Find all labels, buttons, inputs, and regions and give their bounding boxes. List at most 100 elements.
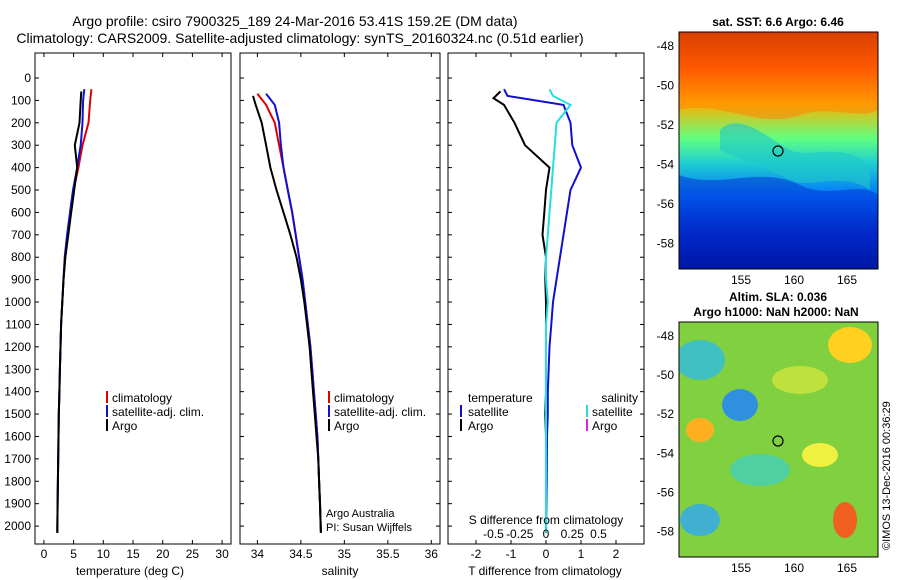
x-tick-label: -2	[471, 547, 482, 561]
series-line	[252, 95, 322, 533]
map-y-tick-label: -48	[657, 329, 675, 343]
annotation-pi: PI: Susan Wijffels	[326, 522, 412, 534]
sst-map-ticks: -48 -50 -52 -54 -56 -58 155 160 165	[657, 39, 858, 287]
y-tick-label: 1500	[4, 407, 31, 421]
sla-map-title2: Argo h1000: NaN h2000: NaN	[693, 305, 858, 319]
x-tick-label: 0	[543, 547, 550, 561]
series-line	[545, 88, 573, 533]
y-tick-label: 1300	[4, 362, 31, 376]
map-y-tick-label: -50	[657, 78, 675, 92]
y-tick-label: 1100	[5, 317, 31, 331]
y-tick-label: 700	[11, 228, 31, 242]
x-tick-label: 2	[613, 547, 620, 561]
sla-argo-location-marker	[772, 435, 784, 447]
y-tick-label: 600	[11, 205, 31, 219]
map-y-tick-label: -50	[657, 368, 675, 382]
sla-map-title: Altim. SLA: 0.036	[729, 290, 827, 304]
legend-mark-argo	[328, 419, 330, 431]
series-line	[503, 88, 583, 533]
map-y-tick-label: -56	[657, 485, 675, 499]
legend-mark-satellite	[106, 405, 108, 417]
x-tick-label-salinity: 0.5	[590, 527, 607, 541]
annotation-argo-australia: Argo Australia	[326, 508, 395, 520]
sla-blob	[679, 340, 725, 380]
map-y-tick-label: -58	[657, 524, 675, 538]
x-tick-label: 34	[251, 547, 265, 561]
salinity-series	[252, 93, 322, 533]
x-tick-label: 35.5	[376, 547, 400, 561]
credit-text: ©IMOS 13-Dec-2016 00:36:29	[881, 401, 893, 550]
map-x-tick-label: 160	[784, 561, 804, 575]
sst-map-cool-patch	[679, 175, 878, 269]
y-tick-label: 200	[11, 116, 31, 130]
sla-blob	[730, 454, 790, 486]
y-tick-label: 1800	[4, 474, 31, 488]
map-y-tick-label: -52	[657, 407, 675, 421]
y-tick-label: 800	[11, 250, 31, 264]
legend-label-satellite: satellite-adj. clim.	[112, 405, 204, 419]
legend-mark-climatology	[106, 391, 108, 403]
x-tick-label: 0	[41, 547, 48, 561]
difference-xlabel: T difference from climatology	[468, 564, 622, 578]
sla-blob	[772, 366, 828, 394]
map-y-tick-label: -58	[657, 236, 675, 250]
x-tick-label-salinity: -0.25	[506, 527, 534, 541]
y-tick-label: 300	[11, 138, 31, 152]
map-x-tick-label: 165	[837, 273, 857, 287]
y-tick-label: 100	[11, 93, 31, 107]
series-line	[56, 91, 83, 533]
difference-legend: temperature satellite Argo salinity sate…	[460, 391, 638, 433]
sla-blob	[833, 502, 857, 538]
salinity-xlabel: salinity	[322, 564, 359, 578]
x-tick-label: 36	[425, 547, 439, 561]
series-line	[256, 93, 322, 533]
legend-mark-argo	[106, 419, 108, 431]
x-tick-label: 1	[578, 547, 585, 561]
temperature-panel	[34, 52, 232, 545]
x-tick-label: 15	[126, 547, 140, 561]
map-x-tick-label: 155	[731, 273, 751, 287]
map-x-tick-label: 165	[837, 561, 857, 575]
map-y-tick-label: -54	[657, 446, 675, 460]
salinity-legend: climatology satellite-adj. clim. Argo	[328, 391, 426, 433]
salinity-x-ticks: 34 34.5 35 35.5 36	[251, 53, 439, 561]
sst-map-frame	[678, 31, 879, 270]
title-line2: Climatology: CARS2009. Satellite-adjuste…	[16, 30, 583, 46]
sst-map	[679, 32, 878, 269]
sla-blob	[722, 389, 758, 421]
x-tick-label-salinity: 0.25	[561, 527, 585, 541]
sla-map-ticks: -48 -50 -52 -54 -56 -58 155 160 165	[657, 329, 858, 575]
y-tick-label: 0	[24, 71, 31, 85]
difference-series	[491, 88, 583, 533]
x-tick-label: -1	[506, 547, 517, 561]
legend-mark-temp-argo	[460, 419, 462, 431]
x-tick-label: 20	[156, 547, 170, 561]
sst-map-warm-patch	[679, 32, 878, 120]
legend-label-climatology: climatology	[334, 391, 394, 405]
legend-title-temperature: temperature	[468, 391, 533, 405]
sla-map-frame	[678, 321, 879, 558]
x-tick-label: 34.5	[289, 547, 313, 561]
legend-label-sal-satellite: satellite	[592, 405, 633, 419]
y-tick-label: 1000	[4, 295, 31, 309]
map-x-tick-label: 155	[731, 561, 751, 575]
legend-label-argo: Argo	[112, 419, 138, 433]
legend-mark-temp-satellite	[460, 405, 462, 417]
legend-mark-sal-argo	[586, 419, 588, 431]
difference-xlabel2: S difference from climatology	[469, 513, 624, 527]
y-tick-label: 400	[11, 161, 31, 175]
legend-label-temp-satellite: satellite	[468, 405, 509, 419]
legend-mark-climatology	[328, 391, 330, 403]
temperature-y-ticks: 0 100 200 300 400 500 600 700 800 900 1000 1100 1200…	[4, 71, 644, 533]
temperature-legend: climatology satellite-adj. clim. Argo	[106, 391, 204, 433]
map-y-tick-label: -52	[657, 118, 675, 132]
difference-x-ticks: -2 -1 0 1 2	[471, 53, 620, 561]
temperature-xlabel: temperature (deg C)	[76, 564, 184, 578]
x-tick-label-salinity: 0	[543, 527, 550, 541]
legend-label-satellite: satellite-adj. clim.	[334, 405, 426, 419]
x-tick-label: 25	[186, 547, 200, 561]
difference-x-ticks-salinity: -0.5 -0.25 0 0.25 0.5	[483, 527, 607, 541]
x-tick-label: 30	[215, 547, 229, 561]
y-tick-label: 900	[11, 273, 31, 287]
sla-blob	[828, 327, 872, 363]
